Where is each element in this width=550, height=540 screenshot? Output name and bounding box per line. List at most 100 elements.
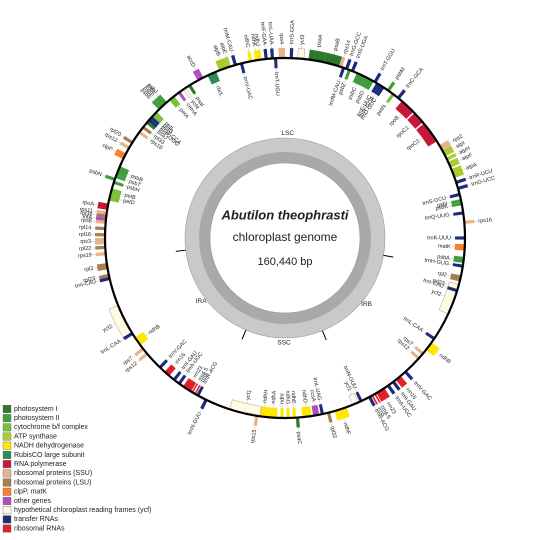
gene-label: ndhA	[271, 390, 278, 404]
gene-block	[410, 350, 420, 360]
gene-block	[452, 263, 464, 268]
gene-label: atpE	[218, 42, 227, 55]
gene-block	[110, 188, 122, 197]
leader-line	[127, 174, 132, 176]
gene-block	[404, 370, 414, 381]
gene-label: rpoC2	[406, 138, 422, 152]
legend-swatch	[2, 487, 12, 496]
leader-line	[379, 69, 383, 74]
leader-line	[184, 100, 188, 104]
gene-block	[295, 417, 300, 428]
gene-block	[344, 69, 351, 80]
gene-block	[386, 93, 395, 104]
gene-block	[450, 199, 462, 205]
leader-line	[419, 137, 423, 141]
gene-label: rpl20	[108, 127, 122, 139]
legend-swatch	[2, 478, 12, 487]
genes: psaA psaBpsaIpsaJpsaCpsbApsbKpsbIpsbMpsbZ…	[75, 20, 496, 445]
leader-line	[440, 294, 445, 297]
legend-label: hypothetical chloroplast reading frames …	[14, 507, 151, 514]
leader-line	[119, 199, 124, 201]
gene-block	[439, 140, 452, 151]
leader-line	[404, 385, 408, 389]
legend-swatch	[2, 414, 12, 423]
leader-line	[160, 121, 164, 125]
gene-label: petD	[122, 198, 135, 206]
gene-label: psbK	[435, 204, 449, 212]
legend-label: ATP synthase	[14, 433, 57, 440]
leader-line	[408, 348, 412, 352]
legend-label: clpP, matK	[14, 489, 47, 496]
gene-block	[301, 406, 312, 418]
legend-swatch	[2, 423, 12, 432]
leader-line	[184, 372, 188, 376]
legend-swatch	[2, 460, 12, 469]
gene-block	[318, 403, 324, 415]
gene-block	[425, 342, 440, 357]
region-label: IRB	[361, 301, 372, 308]
gene-label: rrn23	[385, 401, 397, 415]
gene-label: trnV-GAC	[412, 380, 432, 402]
gene-block	[95, 252, 106, 257]
leader-line	[145, 333, 150, 336]
gene-label: rpl23	[83, 276, 96, 284]
leader-line	[243, 73, 245, 77]
leader-line	[177, 105, 181, 110]
gene-label: rrn5	[200, 372, 210, 383]
leader-line	[317, 46, 319, 51]
leader-line	[343, 53, 346, 58]
gene-block	[253, 415, 259, 426]
gene-block	[122, 332, 134, 341]
genome-ring	[103, 56, 467, 420]
gene-block	[96, 209, 107, 215]
gene-label: trnS-GGA	[289, 20, 296, 45]
gene-label: ndhJ	[253, 34, 261, 47]
legend-swatch	[2, 469, 12, 478]
gene-block	[386, 81, 396, 92]
region-boundary	[321, 330, 327, 341]
leader-line	[194, 93, 198, 98]
gene-block	[449, 192, 461, 199]
leader-line	[254, 46, 256, 51]
gene-label: rps16	[478, 217, 492, 224]
gene-label: ndhG	[284, 390, 290, 404]
gene-label: rpl23	[432, 278, 445, 287]
gene-block	[373, 72, 382, 83]
leader-line	[379, 402, 383, 407]
rings	[184, 137, 386, 339]
gene-label: psbM	[394, 66, 407, 81]
leader-line	[112, 149, 116, 152]
gene-label: rpoA	[82, 200, 95, 208]
leader-line	[257, 45, 259, 50]
gene-block	[416, 123, 437, 147]
leader-line	[154, 128, 158, 132]
gene-block	[446, 153, 457, 161]
region-boundary	[241, 329, 247, 340]
leader-line	[393, 78, 397, 83]
leader-line	[338, 77, 341, 82]
leader-line	[374, 405, 377, 410]
gene-label: rps2	[452, 133, 464, 144]
gene-label: rpl14	[79, 225, 92, 232]
gene-block	[373, 84, 382, 95]
leader-line	[199, 408, 202, 413]
subtitle: chloroplast genome	[233, 230, 338, 244]
gene-block	[113, 180, 124, 187]
gene-block	[453, 211, 464, 216]
leader-line	[92, 210, 97, 212]
gene-label: psaI	[194, 96, 205, 108]
gene-label: atpH	[458, 146, 471, 156]
leader-line	[334, 50, 336, 55]
legend-swatch	[2, 524, 12, 533]
leader-line	[166, 357, 170, 361]
gene-block	[256, 49, 262, 60]
gene-label: atpA	[465, 162, 478, 172]
gene-block	[146, 121, 156, 130]
leader-line	[446, 275, 451, 277]
leader-line	[449, 140, 454, 144]
gene-block	[339, 56, 346, 68]
gene-label: atpF	[461, 152, 474, 162]
gene-label: rpl2	[84, 266, 94, 273]
gene-label: ndhK	[249, 33, 257, 47]
